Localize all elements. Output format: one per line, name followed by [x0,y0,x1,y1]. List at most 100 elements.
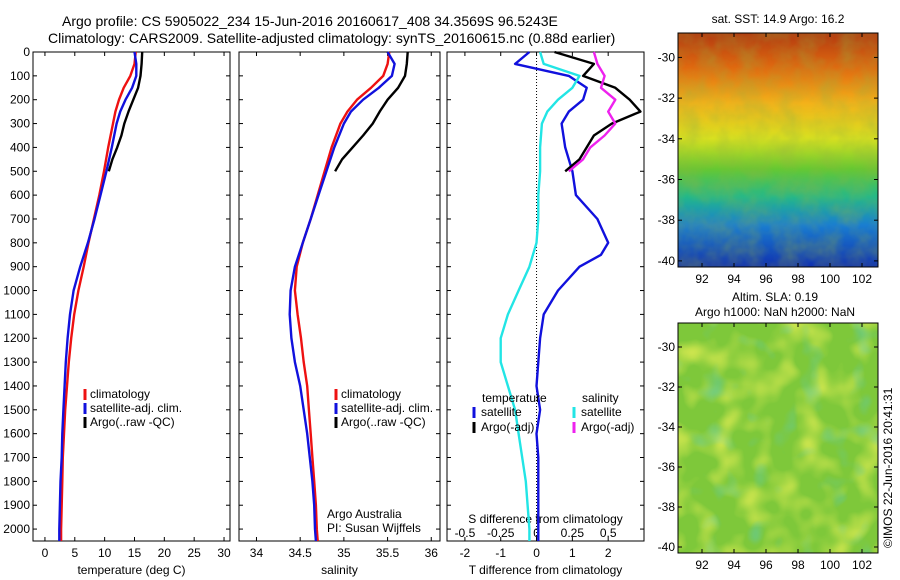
sla-blue-patches [678,323,878,553]
x-tick-label: 5 [71,546,78,560]
y-tick-label: 400 [10,140,30,154]
series-line [293,51,391,542]
x-tick-label: 100 [820,272,840,286]
x-top-tick-label: 0 [533,526,540,540]
map-panel-sst: sat. SST: 14.9 Argo: 16.2 92 94 96 98 100 102 -… [658,12,879,286]
y-tick-label: 1500 [3,403,30,417]
y-tick-label: -32 [658,380,676,394]
x-tick-label: -2 [460,546,471,560]
chart-header-line-2: Climatology: CARS2009. Satellite-adjuste… [48,30,616,46]
y-tick-label: 500 [10,164,30,178]
y-tick-label: 0 [23,45,30,59]
y-tick-label: -38 [658,500,676,514]
copyright-watermark: ©IMOS 22-Jun-2016 20:41:31 [881,387,895,548]
legend-label: climatology [341,387,401,401]
x-tick-label: 102 [852,272,872,286]
x-tick-label: 20 [158,546,172,560]
x-top-tick-label: -0.25 [487,526,515,540]
map-frame [677,322,879,554]
y-tick-label: 1000 [3,284,30,298]
x-tick-label: 96 [759,558,773,572]
x-tick-label: 94 [727,272,741,286]
x-tick-label: 102 [852,558,872,572]
sst-texture [678,33,878,267]
x-tick-label: 34.5 [288,546,312,560]
x-tick-label: 98 [791,272,805,286]
x-axis-label: T difference from climatology [469,563,623,577]
legend-label: satellite-adj. clim. [341,401,433,415]
y-tick-label: -30 [658,340,676,354]
y-tick-label: -38 [658,213,676,227]
x-tick-label: 0 [533,546,540,560]
series-line [568,51,617,173]
map-frame [677,32,879,268]
legend-label: satellite [581,405,622,419]
y-tick-label: 1100 [4,307,30,321]
series-line [334,51,409,172]
y-tick-label: 200 [10,93,30,107]
y-tick-label: 800 [10,236,30,250]
x-tick-label: 98 [791,558,805,572]
y-tick-label: 1800 [3,474,30,488]
x-tick-label: 92 [695,558,709,572]
y-tick-label: 700 [10,212,30,226]
legend-group-title: temperature [482,391,547,405]
x-axis-label: salinity [321,563,358,577]
legend-label: Argo(-adj) [581,420,634,434]
series-line [288,51,396,542]
y-tick-label: -40 [658,540,676,554]
y-tick-label: 600 [10,188,30,202]
panel-annotation: PI: Susan Wijffels [327,521,421,535]
x-axis-label-salinity: S difference from climatology [468,512,623,526]
x-tick-label: 25 [188,546,202,560]
x-tick-label: 94 [727,558,741,572]
panel-annotation: Argo Australia [327,507,402,521]
series-line [107,51,144,172]
legend-label: Argo(..raw -QC) [341,415,426,429]
y-tick-label: 1300 [3,355,30,369]
x-tick-label: 92 [695,272,709,286]
x-tick-label: 96 [759,272,773,286]
profile-panel-difference: -2 -1 0 1 2 T difference from climatology -0.5… [446,50,645,577]
y-tick-label: 1400 [3,379,30,393]
legend-label: satellite [481,405,522,419]
map-title: sat. SST: 14.9 Argo: 16.2 [712,12,845,26]
series-line [58,51,138,541]
y-tick-label: -36 [658,460,676,474]
y-tick-label: 1900 [3,498,30,512]
y-tick-label: 1700 [3,451,30,465]
legend-label: Argo(..raw -QC) [90,415,175,429]
legend-label: Argo(-adj) [481,420,534,434]
legend-group-title: salinity [582,391,619,405]
y-tick-label: 900 [10,260,30,274]
y-tick-label: -32 [658,91,676,105]
x-tick-label: -1 [495,546,506,560]
series-line [513,51,610,541]
chart-header-line-1: Argo profile: CS 5905022_234 15-Jun-2016… [62,13,558,29]
profile-panel-salinity: 34 34.5 35 35.5 36 salinity climatologysatelli… [238,51,441,577]
x-top-tick-label: 0.5 [600,526,617,540]
x-tick-label: 2 [605,546,612,560]
x-tick-label: 35 [337,546,351,560]
map-title: Altim. SLA: 0.19 [732,290,818,304]
plot-frame [446,51,645,542]
y-tick-label: 1200 [3,331,30,345]
y-tick-label: -34 [658,420,676,434]
x-tick-label: 0 [42,546,49,560]
legend-label: satellite-adj. clim. [90,401,182,415]
series-line [554,50,642,173]
y-tick-label: 100 [10,69,30,83]
x-tick-label: 1 [569,546,576,560]
x-tick-label: 36 [425,546,439,560]
x-tick-label: 34 [250,546,264,560]
y-tick-label: -34 [658,132,676,146]
x-top-tick-label: -0.5 [455,526,476,540]
y-tick-label: 1600 [3,427,30,441]
x-tick-label: 15 [128,546,142,560]
legend-label: climatology [90,387,150,401]
plot-frame [32,51,231,542]
y-tick-label: -36 [658,173,676,187]
x-tick-label: 35.5 [376,546,400,560]
